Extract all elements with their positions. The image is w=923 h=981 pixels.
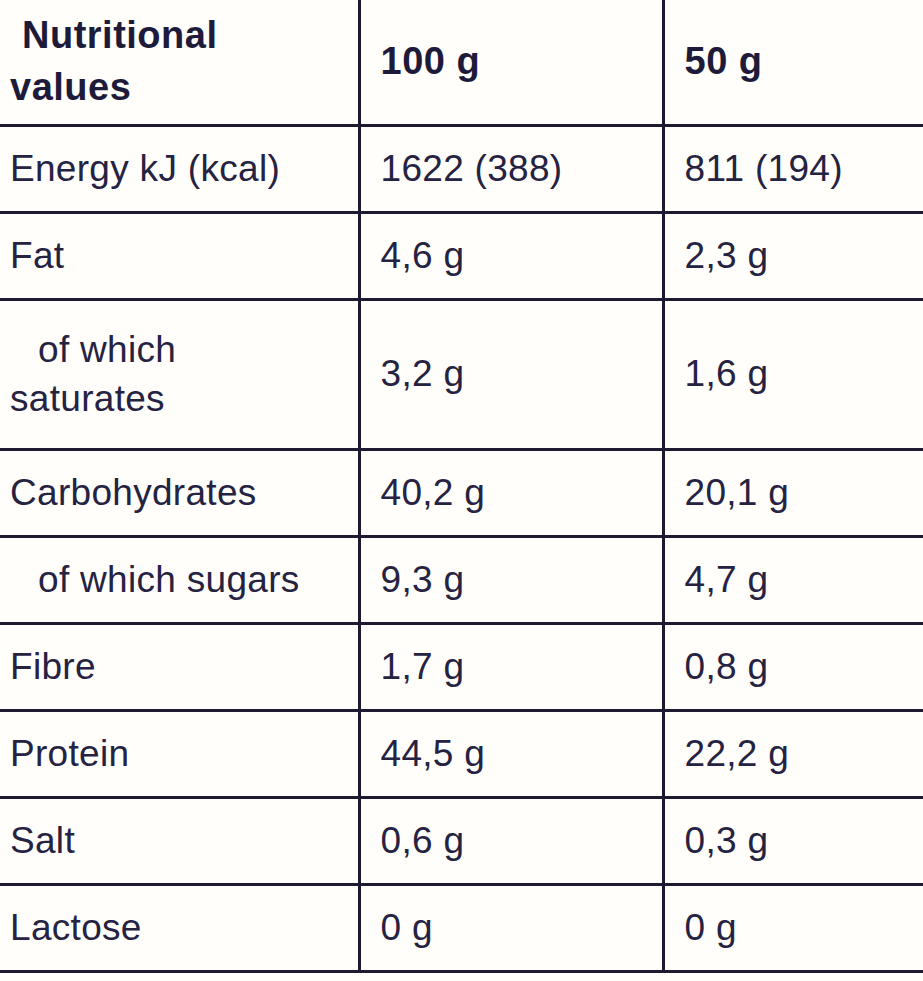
row-label: Protein	[10, 729, 129, 779]
value-50g-cell: 1,6 g	[663, 299, 923, 450]
row-label-cell: Energy kJ (kcal)	[0, 125, 359, 212]
value-50g-cell: 2,3 g	[663, 212, 923, 299]
value-100g-cell: 0,6 g	[359, 798, 663, 885]
row-label-cell: Fibre	[0, 624, 359, 711]
table-row: Fibre 1,7 g 0,8 g	[0, 624, 923, 711]
header-100g: 100 g	[359, 0, 663, 125]
nutrition-table: Nutritional values 100 g 50 g Energy kJ …	[0, 0, 923, 973]
value-100g-cell: 0 g	[359, 885, 663, 972]
value-100g-cell: 1622 (388)	[359, 125, 663, 212]
table-row: of which saturates 3,2 g 1,6 g	[0, 299, 923, 450]
value-50g-cell: 811 (194)	[663, 125, 923, 212]
row-label-cell: Fat	[0, 212, 359, 299]
value-50g-cell: 4,7 g	[663, 537, 923, 624]
value-50g-cell: 20,1 g	[663, 450, 923, 537]
row-label: Fat	[10, 231, 64, 281]
row-label: Lactose	[10, 903, 142, 953]
header-nutritional-values-label: Nutritional values	[10, 10, 240, 113]
value-50g-cell: 0 g	[663, 885, 923, 972]
header-nutritional-values: Nutritional values	[0, 0, 359, 125]
value-100g-cell: 4,6 g	[359, 212, 663, 299]
table-row: Lactose 0 g 0 g	[0, 885, 923, 972]
row-label-cell: of which sugars	[0, 537, 359, 624]
header-50g: 50 g	[663, 0, 923, 125]
table-body: Energy kJ (kcal) 1622 (388) 811 (194) Fa…	[0, 125, 923, 972]
value-50g-cell: 0,8 g	[663, 624, 923, 711]
table-header: Nutritional values 100 g 50 g	[0, 0, 923, 125]
row-label: Fibre	[10, 642, 96, 692]
row-label-cell: of which saturates	[0, 299, 359, 450]
value-100g-cell: 40,2 g	[359, 450, 663, 537]
table-row: Protein 44,5 g 22,2 g	[0, 711, 923, 798]
row-label: Energy kJ (kcal)	[10, 144, 280, 194]
table-row: Fat 4,6 g 2,3 g	[0, 212, 923, 299]
value-50g-cell: 0,3 g	[663, 798, 923, 885]
value-100g-cell: 9,3 g	[359, 537, 663, 624]
row-label: of which sugars	[10, 555, 300, 605]
table-row: Salt 0,6 g 0,3 g	[0, 798, 923, 885]
value-50g-cell: 22,2 g	[663, 711, 923, 798]
table-row: of which sugars 9,3 g 4,7 g	[0, 537, 923, 624]
table-row: Carbohydrates 40,2 g 20,1 g	[0, 450, 923, 537]
row-label: of which saturates	[10, 325, 250, 425]
value-100g-cell: 3,2 g	[359, 299, 663, 450]
row-label: Carbohydrates	[10, 468, 257, 518]
row-label-cell: Protein	[0, 711, 359, 798]
row-label-cell: Salt	[0, 798, 359, 885]
header-row: Nutritional values 100 g 50 g	[0, 0, 923, 125]
table-row: Energy kJ (kcal) 1622 (388) 811 (194)	[0, 125, 923, 212]
row-label-cell: Carbohydrates	[0, 450, 359, 537]
value-100g-cell: 1,7 g	[359, 624, 663, 711]
row-label-cell: Lactose	[0, 885, 359, 972]
value-100g-cell: 44,5 g	[359, 711, 663, 798]
row-label: Salt	[10, 816, 75, 866]
